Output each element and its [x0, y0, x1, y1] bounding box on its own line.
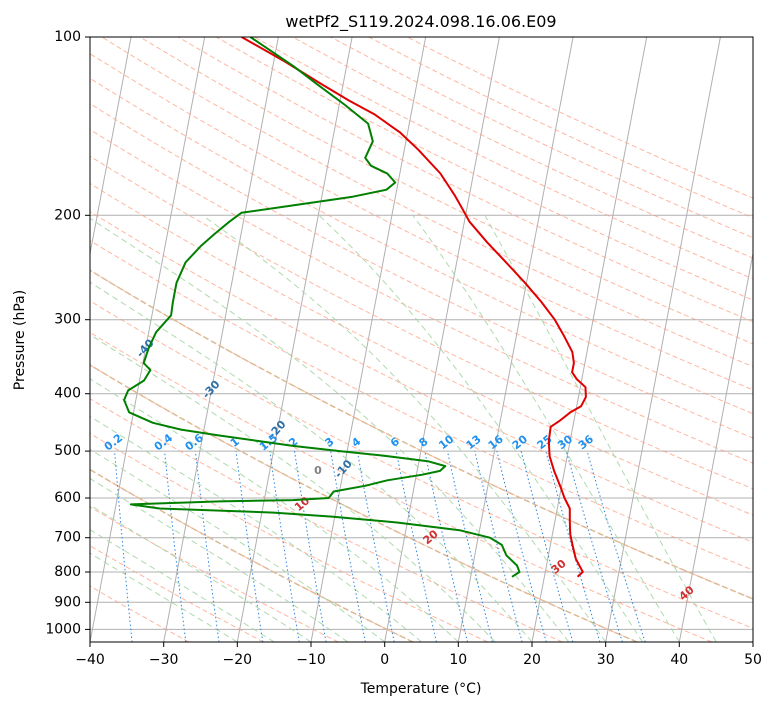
x-tick-label: 20: [523, 652, 541, 668]
x-tick-label: −30: [149, 652, 179, 668]
mixing-ratio-line: [330, 451, 366, 642]
isotherm-line: [384, 37, 500, 642]
mixing-ratio-line: [545, 450, 601, 642]
x-tick-label: −10: [296, 652, 326, 668]
dry-adiabat-line: [90, 432, 488, 642]
mixing-ratio-line: [424, 450, 468, 642]
dry-adiabat-line: [90, 128, 753, 464]
dewpoint-profile-line: [123, 37, 521, 578]
isotherm-line: [531, 37, 648, 642]
mixing-ratio-line: [474, 450, 523, 642]
x-tick-label: 40: [670, 652, 688, 668]
dry-adiabat-reference-line: [90, 269, 753, 600]
x-tick-label: −20: [223, 652, 253, 668]
isotherm-line: [457, 37, 574, 642]
dry-adiabat-line: [90, 240, 753, 571]
x-tick-label: 30: [597, 652, 615, 668]
mixing-ratio-line: [356, 451, 395, 642]
isotherm-line: [605, 37, 721, 642]
moist-adiabat-line: [484, 215, 717, 642]
moist-adiabat-line: [90, 504, 312, 642]
mixing-ratio-line: [447, 451, 493, 642]
mixing-ratio-line: [565, 450, 623, 642]
temperature-profile-line: [241, 37, 587, 578]
y-axis: 100 200 300 400 500 600 700 800 900 1000: [45, 29, 90, 637]
y-tick-label: 200: [54, 207, 81, 223]
isotherm-line: [678, 250, 753, 642]
dry-adiabat-line: [90, 398, 563, 642]
mixing-ratio-line: [269, 451, 300, 642]
y-tick-label: 400: [54, 386, 81, 402]
mixing-ratio-line: [520, 450, 574, 642]
dry-adiabat-line: [368, 37, 753, 219]
y-tick-label: 900: [54, 594, 81, 610]
x-tick-label: 0: [380, 652, 389, 668]
dry-adiabat-line: [90, 300, 753, 629]
moist-adiabat-line: [90, 334, 496, 642]
dry-adiabat-line: [216, 37, 753, 301]
x-tick-label: 50: [744, 652, 762, 668]
dry-adiabat-reference-line: [90, 468, 414, 642]
isotherm-line: [163, 37, 279, 642]
dry-adiabat-line: [90, 331, 712, 642]
moist-adiabat-label: 0: [314, 464, 322, 477]
moist-adiabat-line: [412, 215, 680, 642]
isotherm-line: [236, 37, 353, 642]
y-tick-label: 100: [54, 29, 81, 45]
x-axis-label: Temperature (°C): [360, 681, 482, 697]
mixing-ratio-line: [395, 451, 437, 642]
chart-title: wetPf2_S119.2024.098.16.06.E09: [285, 12, 556, 32]
moist-adiabat-line: [318, 214, 643, 642]
dry-adiabat-line: [101, 37, 753, 368]
dry-adiabat-line: [90, 364, 638, 642]
background-lines: [90, 37, 753, 642]
dry-adiabat-line: [139, 37, 753, 345]
x-tick-label: −40: [75, 652, 105, 668]
moist-adiabat-line: [90, 281, 533, 642]
mixing-ratio-line: [164, 451, 187, 642]
mixing-ratio-line: [586, 450, 646, 642]
moist-adiabat-line: [90, 378, 459, 642]
mixing-ratio-line: [194, 451, 220, 642]
dry-adiabat-line: [330, 37, 753, 239]
isotherm-line: [90, 37, 132, 257]
moist-adiabat-line: [90, 217, 570, 642]
x-tick-label: 10: [449, 652, 467, 668]
y-tick-label: 300: [54, 312, 81, 328]
dry-adiabat-line: [90, 77, 753, 415]
moist-adiabat-line: [90, 529, 275, 642]
plot-frame: [89, 36, 754, 643]
y-tick-label: 600: [54, 490, 81, 506]
dry-adiabat-line: [177, 37, 753, 323]
y-tick-label: 500: [54, 443, 81, 459]
mixing-ratio-line: [496, 450, 547, 642]
y-axis-label: Pressure (hPa): [12, 290, 28, 390]
mixing-ratio-line: [294, 451, 327, 642]
dry-adiabat-line: [90, 182, 753, 516]
dry-adiabat-line: [90, 53, 753, 391]
moist-adiabat-line: [90, 552, 238, 642]
y-tick-label: 700: [54, 530, 81, 546]
moist-adiabat-line: [201, 214, 607, 642]
dry-adiabat-line: [292, 37, 753, 259]
x-axis: −40 −30 −20 −10 0 10 20 30 40 50: [75, 642, 762, 668]
moist-adiabat-line: [90, 448, 385, 642]
y-tick-label: 800: [54, 564, 81, 580]
mixing-ratio-line: [235, 451, 264, 642]
y-tick-label: 1000: [45, 621, 81, 637]
sounding-profiles: [123, 37, 587, 578]
